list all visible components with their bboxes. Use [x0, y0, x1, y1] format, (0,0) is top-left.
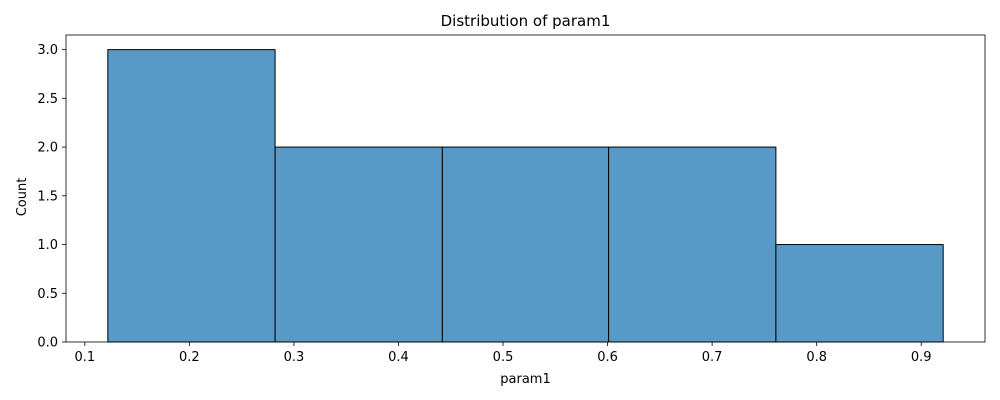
x-axis-ticks: 0.1 0.2 0.3 0.4 0.5 0.6 0.7 0.8 0.9: [74, 342, 932, 365]
histogram-bar-3: [441, 146, 610, 343]
x-tick-label: 0.8: [806, 350, 827, 365]
y-axis-label: Count: [15, 178, 30, 217]
histogram-bar-4: [608, 146, 777, 343]
x-tick-label: 0.4: [388, 350, 409, 365]
x-tick-label: 0.6: [597, 350, 618, 365]
histogram-bar-5: [775, 244, 944, 343]
y-tick-label: 0.0: [37, 336, 58, 351]
histogram-bar-2: [274, 146, 443, 343]
chart-title: Distribution of param1: [441, 12, 611, 30]
y-tick-label: 0.5: [37, 287, 58, 302]
x-tick-label: 0.1: [74, 350, 95, 365]
y-tick-label: 1.5: [37, 189, 58, 204]
y-tick-label: 1.0: [37, 238, 58, 253]
x-axis-label: param1: [500, 372, 550, 387]
x-tick-label: 0.3: [284, 350, 305, 365]
y-axis-ticks: 0.0 0.5 1.0 1.5 2.0 2.5 3.0: [37, 43, 66, 351]
y-tick-label: 2.0: [37, 141, 58, 156]
y-tick-label: 3.0: [37, 43, 58, 58]
histogram-bar-1: [107, 49, 276, 343]
x-tick-label: 0.2: [179, 350, 200, 365]
x-tick-label: 0.7: [702, 350, 723, 365]
bars-group: [107, 49, 944, 343]
x-tick-label: 0.5: [493, 350, 514, 365]
plot-frame: [65, 34, 986, 343]
x-tick-label: 0.9: [911, 350, 932, 365]
y-tick-label: 2.5: [37, 92, 58, 107]
